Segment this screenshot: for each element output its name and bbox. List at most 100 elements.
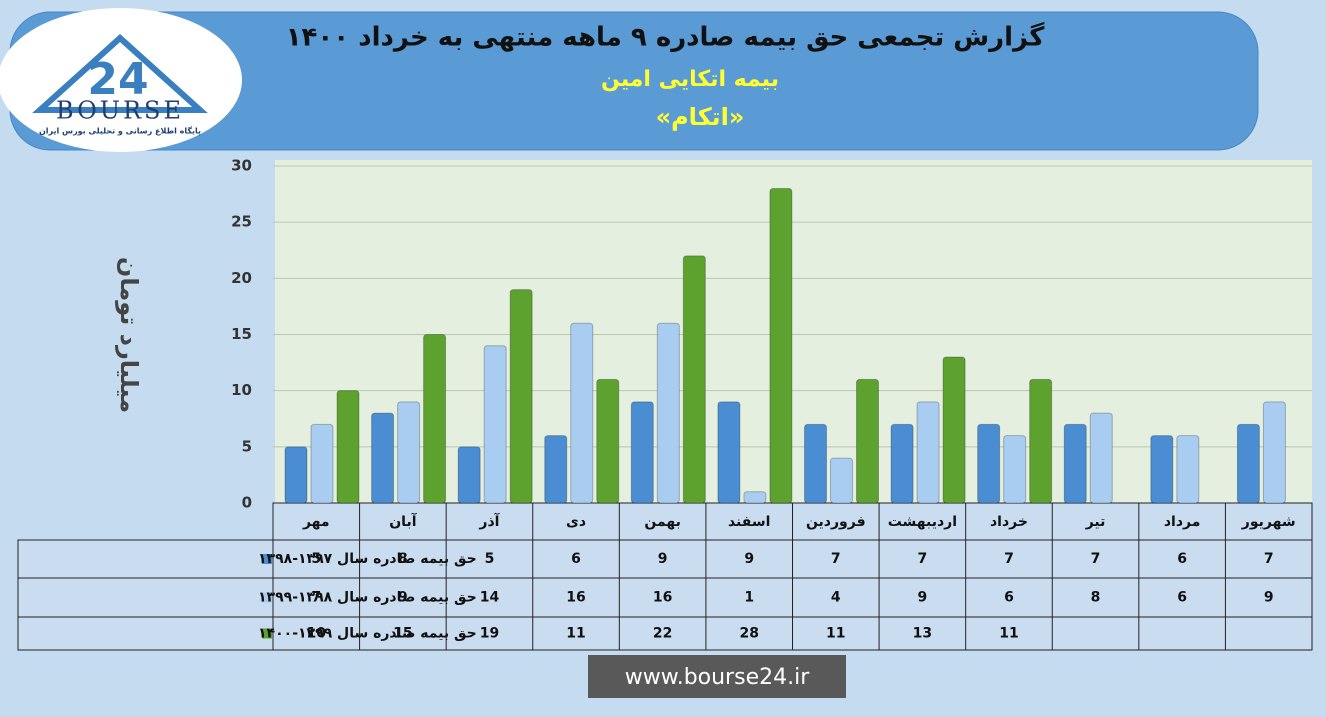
bar [596, 378, 620, 504]
bar [1003, 435, 1027, 504]
legend-label: حق بیمه صادره سال ۱۳۹۸-۱۳۹۹ [258, 590, 477, 606]
bar [423, 334, 447, 504]
x-tick-label: بهمن [644, 514, 680, 530]
bar [656, 322, 680, 504]
table-cell: 10 [307, 626, 327, 642]
table-cell: 11 [999, 626, 1018, 642]
table-cell: 15 [393, 626, 412, 642]
table-cell: 7 [1004, 551, 1014, 567]
bar [630, 401, 654, 504]
bar [916, 401, 940, 504]
bar [570, 322, 594, 504]
bar [284, 446, 308, 504]
y-axis-label: میلیارد تومان [115, 257, 143, 413]
bar [717, 401, 741, 504]
logo-caption: پایگاه اطلاع رسانی و تحلیلی بورس ایران [39, 126, 201, 137]
table-cell: 6 [1177, 590, 1187, 606]
bar [1029, 378, 1053, 504]
bar [804, 423, 827, 504]
bar [457, 446, 481, 504]
bar [336, 390, 360, 504]
x-tick-label: دی [566, 514, 586, 530]
table-cell: 4 [831, 590, 841, 606]
x-tick-label: مرداد [1164, 514, 1201, 530]
x-tick-label: خرداد [990, 514, 1028, 530]
table-cell: 19 [480, 626, 499, 642]
y-tick-label: 10 [231, 381, 252, 399]
x-tick-label: آبان [389, 512, 417, 530]
table-cell: 11 [566, 626, 585, 642]
table-cell: 5 [311, 551, 321, 567]
bar [890, 423, 914, 504]
chart-subtitle: بیمه اتکایی امین [601, 67, 779, 92]
table-cell: 22 [653, 626, 672, 642]
chart-subtitle2: «اتکام» [656, 103, 745, 131]
logo-text: BOURSE [56, 97, 184, 125]
plot-area [275, 160, 1312, 503]
bar [977, 423, 1001, 504]
y-tick-label: 25 [231, 213, 252, 231]
table-cell: 1 [744, 590, 754, 606]
legend-swatch [262, 628, 272, 639]
table-cell: 9 [1264, 590, 1274, 606]
website: www.bourse24.ir [625, 665, 810, 690]
bar [682, 255, 706, 504]
x-tick-label: مهر [302, 514, 330, 530]
bar [371, 412, 395, 504]
bar [1176, 435, 1200, 504]
bar [509, 289, 533, 504]
logo-bg [0, 8, 242, 152]
table-cell: 6 [1004, 590, 1014, 606]
bar [830, 457, 853, 504]
bar [1236, 423, 1260, 504]
bar [310, 423, 334, 504]
table-cell: 7 [831, 551, 841, 567]
table-cell: 16 [566, 590, 585, 606]
y-tick-label: 5 [242, 437, 252, 455]
x-tick-label: اردیبهشت [888, 514, 957, 530]
bar [1063, 423, 1087, 504]
bar [1262, 401, 1286, 504]
table-cell: 6 [1177, 551, 1187, 567]
website-box [588, 655, 846, 698]
y-tick-label: 15 [231, 325, 252, 343]
table-cell: 14 [480, 590, 500, 606]
table-cell: 9 [744, 551, 754, 567]
logo-number: 24 [87, 54, 148, 105]
chart-title: گزارش تجمعی حق بیمه صادره ۹ ماهه منتهی ب… [286, 22, 1046, 53]
table-cell: 6 [571, 551, 581, 567]
bar [483, 345, 507, 504]
bar [942, 356, 966, 504]
bar [544, 435, 568, 504]
bar [856, 378, 879, 504]
table-cell: 11 [826, 626, 845, 642]
table-cell: 7 [1264, 551, 1274, 567]
bar [1150, 435, 1174, 504]
legend-label: حق بیمه صادره سال ۱۳۹۹-۱۴۰۰ [258, 626, 477, 642]
table-cell: 7 [918, 551, 928, 567]
table-cell: 16 [653, 590, 672, 606]
legend-swatch [262, 554, 272, 564]
y-tick-label: 20 [231, 269, 252, 287]
table-cell: 5 [485, 551, 495, 567]
x-tick-label: آذر [478, 512, 500, 530]
x-tick-label: فروردین [806, 514, 866, 530]
table-cell: 7 [1091, 551, 1101, 567]
x-tick-label: شهریور [1241, 514, 1296, 530]
legend-swatch [262, 592, 272, 603]
y-tick-label: 0 [242, 494, 252, 512]
table-cell: 7 [311, 590, 321, 606]
bar [769, 187, 793, 504]
table-bg [17, 539, 1313, 651]
table-cell: 9 [398, 590, 408, 606]
bar [397, 401, 421, 504]
bar [743, 491, 767, 504]
table-cell: 8 [398, 551, 408, 567]
x-tick-label: تیر [1085, 514, 1106, 530]
table-cell: 8 [1091, 590, 1101, 606]
table-cell: 28 [739, 626, 758, 642]
table-cell: 13 [913, 626, 932, 642]
logo-shape [32, 33, 208, 113]
table-cell: 9 [658, 551, 668, 567]
